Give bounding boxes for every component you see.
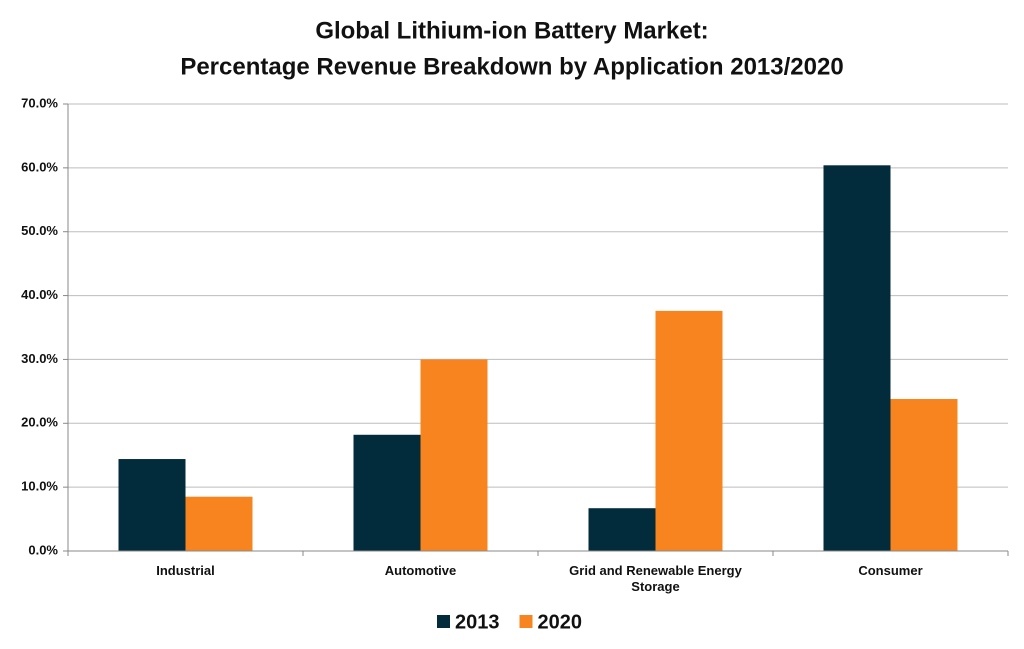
bar: [823, 165, 891, 551]
bar: [890, 399, 958, 551]
x-tick-label: Automotive: [384, 563, 457, 578]
y-tick-label: 0.0%: [28, 542, 58, 557]
bar: [185, 496, 253, 551]
bar: [420, 359, 488, 551]
y-tick-label: 30.0%: [21, 351, 58, 366]
bar: [353, 434, 421, 551]
legend-label: 2013: [455, 611, 500, 633]
x-tick-label: Consumer: [858, 563, 923, 578]
y-tick-label: 10.0%: [21, 479, 58, 494]
y-tick-label: 20.0%: [21, 415, 58, 430]
chart-title: Global Lithium-ion Battery Market:: [315, 17, 708, 44]
legend-swatch: [519, 615, 533, 628]
x-tick-label: Grid and Renewable Energy Storage: [569, 563, 742, 594]
y-tick-label: 50.0%: [21, 223, 58, 238]
y-tick-label: 60.0%: [21, 159, 58, 174]
x-tick-label: Industrial: [156, 563, 215, 578]
bar: [655, 310, 723, 551]
y-tick-label: 70.0%: [21, 95, 58, 110]
y-tick-label: 40.0%: [21, 287, 58, 302]
legend-label: 2020: [538, 611, 583, 633]
bar: [118, 459, 186, 551]
chart-title: Percentage Revenue Breakdown by Applicat…: [180, 53, 843, 80]
bar: [588, 508, 656, 551]
legend-swatch: [437, 615, 450, 628]
